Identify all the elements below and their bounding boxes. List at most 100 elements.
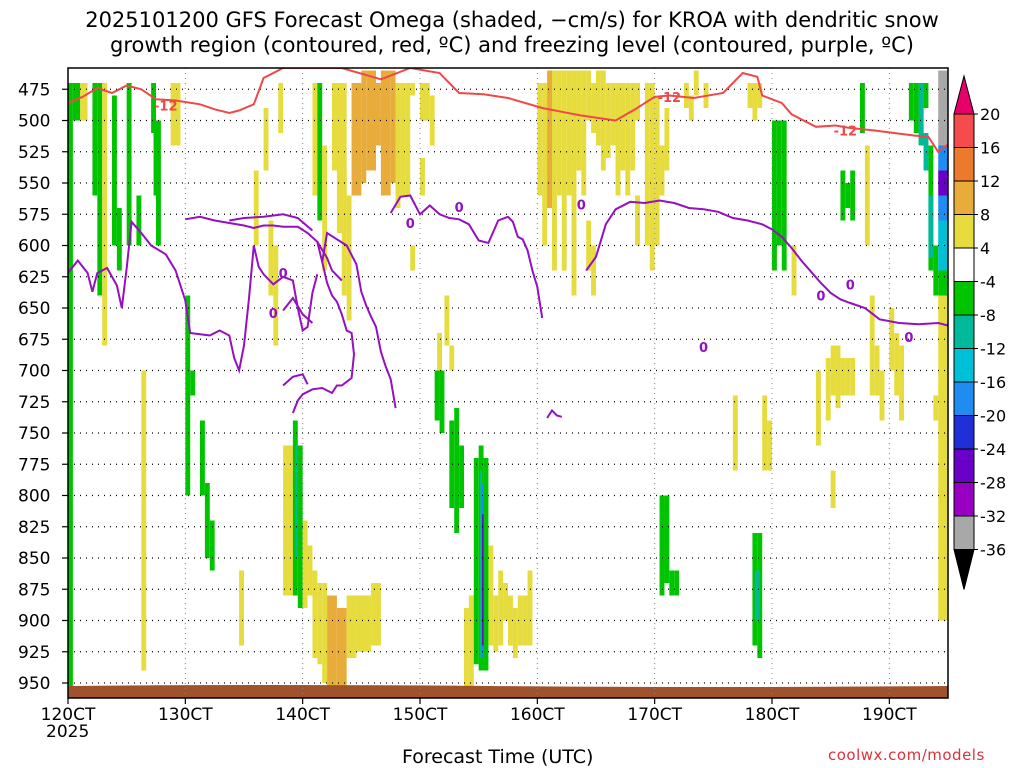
y-tick-label: 950	[18, 674, 50, 694]
omega-cell	[508, 595, 513, 646]
colorbar-segment	[953, 214, 975, 249]
omega-cell	[586, 70, 592, 121]
omega-cell	[292, 420, 298, 596]
omega-cell	[498, 570, 504, 646]
omega-cell	[860, 83, 865, 133]
colorbar-triangle-top	[953, 74, 975, 115]
colorbar: 20 16 12 8 4 -4 -8 -12 -16 -20 -24 -28 -32 -36	[953, 74, 1006, 590]
omega-cell	[840, 358, 846, 396]
omega-cell	[776, 120, 782, 246]
freezing-contour-label: 0	[269, 307, 278, 322]
omega-cell	[938, 270, 948, 296]
colorbar-segment	[953, 180, 975, 215]
colorbar-label: 16	[980, 139, 1000, 158]
omega-shading-layer	[68, 70, 948, 696]
omega-cell	[464, 608, 469, 696]
omega-cell	[483, 458, 489, 671]
omega-cell	[767, 420, 772, 471]
colorbar-label: -28	[980, 474, 1006, 493]
omega-cell	[869, 295, 875, 396]
dgz-contour-label: -12	[834, 125, 858, 140]
omega-cell	[581, 70, 587, 196]
omega-cell	[615, 83, 621, 196]
omega-cell	[351, 83, 362, 196]
freezing-level-contour-line	[68, 219, 319, 375]
omega-cell	[674, 570, 680, 596]
freezing-level-contour-line	[282, 296, 314, 324]
omega-cell	[336, 608, 347, 690]
freezing-level-contour-line	[321, 231, 397, 409]
omega-cell	[547, 70, 552, 208]
colorbar-label: 20	[980, 105, 1000, 124]
omega-cell	[410, 83, 416, 96]
omega-cell	[253, 170, 259, 246]
plot-frame	[67, 67, 949, 699]
omega-cell	[923, 145, 929, 171]
colorbar-segment	[953, 482, 975, 517]
omega-cell	[754, 570, 760, 621]
omega-cell	[840, 170, 846, 221]
freezing-level-contour-line	[546, 408, 563, 419]
omega-cell	[938, 70, 948, 146]
omega-cell	[933, 395, 939, 421]
omega-cell	[791, 245, 797, 296]
colorbar-label: -20	[980, 407, 1006, 426]
omega-cell	[204, 483, 210, 558]
y-tick-label: 725	[18, 393, 50, 413]
colorbar-label: 8	[980, 206, 990, 225]
contour-layer	[68, 68, 948, 419]
source-credit[interactable]: coolwx.com/models	[828, 746, 985, 764]
omega-cell	[434, 370, 440, 421]
freezing-level-contour-line	[585, 199, 948, 327]
y-tick-label: 500	[18, 112, 50, 132]
omega-cell	[336, 83, 347, 233]
omega-cell	[444, 295, 450, 346]
omega-cell	[625, 83, 631, 196]
omega-cell	[273, 245, 279, 346]
omega-cell	[80, 83, 88, 121]
omega-cell	[586, 220, 592, 271]
omega-cell	[473, 458, 479, 665]
omega-cell	[938, 145, 948, 171]
freezing-contour-label: 0	[279, 267, 288, 282]
colorbar-label: -12	[980, 340, 1006, 359]
freezing-contour-label: 0	[699, 341, 708, 356]
omega-cell	[297, 445, 303, 608]
omega-cell	[923, 83, 929, 108]
omega-cell	[620, 83, 626, 171]
y-tick-label: 875	[18, 580, 50, 600]
omega-cell	[684, 83, 689, 108]
omega-cell	[825, 358, 831, 421]
y-tick-label: 525	[18, 143, 50, 163]
y-tick-label: 625	[18, 268, 50, 288]
y-tick-label: 750	[18, 424, 50, 444]
omega-cell	[302, 520, 308, 608]
omega-cell	[437, 333, 442, 371]
omega-cell	[610, 83, 616, 146]
omega-cell	[913, 83, 919, 133]
omega-cell	[278, 83, 284, 133]
omega-cell	[263, 108, 269, 171]
omega-cell	[200, 420, 205, 496]
colorbar-segment	[953, 247, 975, 282]
x-tick-label: 120CT	[41, 705, 96, 725]
y-tick-label: 850	[18, 549, 50, 569]
omega-cell	[933, 245, 939, 296]
omega-cell	[68, 83, 73, 696]
omega-cell	[209, 520, 215, 571]
omega-cell	[664, 108, 670, 171]
omega-cell	[420, 83, 430, 121]
omega-cell	[72, 83, 81, 121]
dgz-contour-label: -12	[154, 100, 178, 115]
omega-cell	[566, 70, 572, 196]
colorbar-segment	[953, 515, 975, 550]
freezing-level-contour-line	[229, 213, 314, 232]
x-tick-label: 140CT	[275, 705, 330, 725]
omega-cell	[190, 370, 196, 396]
grid-layer	[68, 68, 948, 698]
omega-cell	[420, 158, 425, 196]
omega-cell	[938, 195, 948, 221]
y-tick-label: 575	[18, 205, 50, 225]
omega-cell	[542, 83, 548, 246]
